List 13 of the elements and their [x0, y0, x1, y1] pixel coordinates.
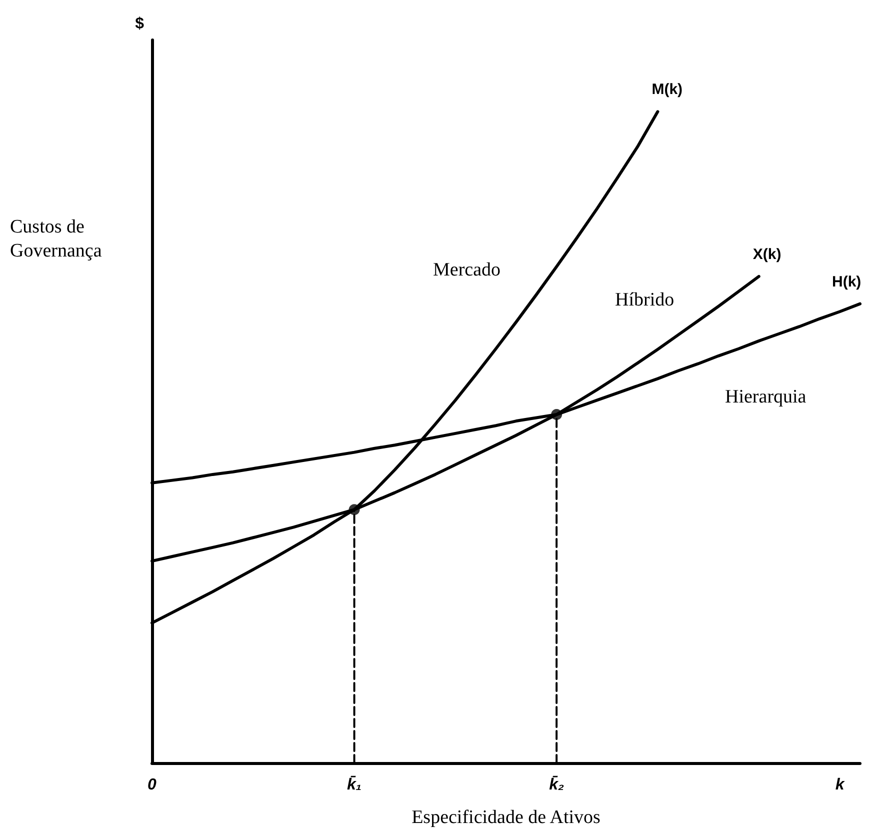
y-axis-title: $ [135, 16, 144, 32]
series-label: M(k) [652, 81, 683, 98]
x-tick-label: k̄₂ [549, 776, 564, 794]
annotation: Mercado [433, 260, 501, 280]
x-tick-label: 0 [148, 776, 157, 794]
text: Custos de Governança [10, 216, 102, 262]
annotation: Hierarquia [725, 386, 807, 408]
series-label: H(k) [832, 273, 862, 290]
series-label: X(k) [752, 246, 782, 263]
x-tick-label: k [835, 776, 846, 794]
x-tick-label: k̄₁ [347, 776, 362, 794]
annotation: Híbrido [615, 290, 674, 310]
x-axis-title: Especificidade de Ativos [412, 807, 600, 828]
